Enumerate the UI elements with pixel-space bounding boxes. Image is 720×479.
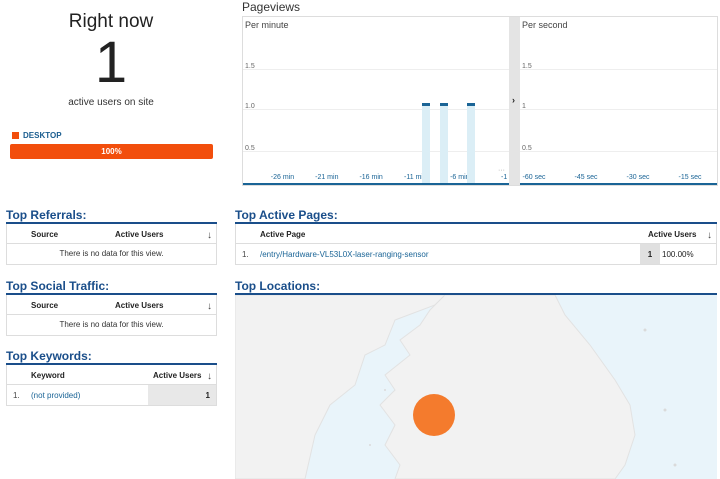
top-referrals-title: Top Referrals: [6,208,87,222]
row-users: 1 [148,385,216,405]
table-header: Active Page Active Users ↓ [236,224,716,244]
pageview-bar[interactable] [422,103,431,183]
gridline [520,109,717,110]
col-source[interactable]: Source [31,230,59,239]
gridline [243,69,509,70]
legend-swatch-icon [12,132,19,139]
row-percent: 100.00% [662,250,694,259]
y-tick-label: 0.5 [522,145,532,152]
x-tick-label: -15 sec [678,174,702,181]
locations-map[interactable] [235,295,717,479]
top-locations-title: Top Locations: [235,279,321,293]
col-active-page[interactable]: Active Page [260,230,306,239]
pageview-bar[interactable] [440,103,449,183]
section-rule [235,293,717,295]
gridline [243,151,509,152]
x-tick-label: -26 min [270,174,295,181]
per-second-label: Per second [522,20,568,30]
pageview-bar[interactable] [466,103,475,183]
expand-per-second-button[interactable]: › [509,17,520,185]
per-minute-label: Per minute [245,20,289,30]
device-share-bar[interactable]: 100% [10,144,213,159]
pageview-bar-cap [440,103,449,106]
section-rule [6,293,217,295]
row-index: 1. [13,391,20,400]
island-dot [384,389,386,391]
x-tick-label: -21 min [315,174,339,181]
active-pages-table: Active Page Active Users ↓ 1. /entry/Har… [235,224,717,265]
island-dot [673,463,677,467]
device-legend: DESKTOP [12,131,62,140]
land-shape-korea [379,295,636,479]
col-active-users[interactable]: Active Users [115,230,164,239]
col-active-users[interactable]: Active Users [648,230,697,239]
table-header: Source Active Users ↓ [7,295,216,315]
y-tick-label: 1.5 [522,63,532,70]
gridline [520,69,717,70]
sort-down-icon[interactable]: ↓ [207,371,212,382]
col-keyword[interactable]: Keyword [31,371,65,380]
empty-message: There is no data for this view. [59,249,164,258]
x-tick-label: -1 [501,174,508,181]
table-row[interactable]: 1. /entry/Hardware-VL53L0X-laser-ranging… [236,244,716,264]
section-rule [6,222,217,224]
col-active-users[interactable]: Active Users [115,301,164,310]
table-header: Keyword Active Users ↓ [7,365,216,385]
col-active-users[interactable]: Active Users [153,371,202,380]
right-now-title: Right now [68,11,154,32]
row-index: 1. [242,250,249,259]
pageviews-title: Pageviews [242,0,301,14]
empty-message: There is no data for this view. [59,320,164,329]
keywords-table: Keyword Active Users ↓ 1. (not provided)… [6,365,217,406]
x-tick-label: -30 sec [626,174,650,181]
y-tick-label: 1 [522,103,526,110]
top-social-title: Top Social Traffic: [6,279,110,293]
active-users-count: 1 [94,30,128,95]
pageviews-chart: Per minute 1.5 1.0 0.5 ··· -26 min -21 mi… [242,16,718,186]
table-row[interactable]: 1. (not provided) 1 [7,385,216,405]
y-tick-label: 1.0 [245,103,255,110]
sort-down-icon[interactable]: ↓ [207,301,212,312]
more-dots-icon: ··· [498,167,505,174]
top-keywords-title: Top Keywords: [6,349,92,363]
x-tick-label: -45 sec [574,174,598,181]
y-tick-label: 1.5 [245,63,255,70]
keyword-link[interactable]: (not provided) [31,391,81,400]
gridline [243,109,509,110]
gridline [520,151,717,152]
active-users-caption: active users on site [68,97,154,108]
section-rule [6,363,217,365]
referrals-table: Source Active Users ↓ There is no data f… [6,224,217,265]
table-header: Source Active Users ↓ [7,224,216,244]
island-dot [663,408,667,412]
chevron-right-icon: › [512,95,515,105]
right-now-panel: Right now 1 active users on site DESKTOP… [0,0,222,200]
x-axis-baseline [520,183,717,185]
map-svg [235,295,677,479]
island-dot [369,444,371,446]
pageview-bar-cap [422,103,431,106]
island-dot [643,328,647,332]
per-minute-chart: Per minute 1.5 1.0 0.5 ··· -26 min -21 mi… [243,17,509,185]
top-active-pages-title: Top Active Pages: [235,208,338,222]
x-tick-label: -16 min [359,174,383,181]
y-tick-label: 0.5 [245,145,255,152]
pageview-bar-cap [466,103,475,106]
section-rule [235,222,717,224]
sort-down-icon[interactable]: ↓ [707,230,712,241]
x-tick-label: -6 min [450,174,470,181]
per-second-chart: Per second 1.5 1 0.5 -60 sec -45 sec -30 s… [520,17,717,185]
location-marker[interactable] [413,394,455,436]
sort-down-icon[interactable]: ↓ [207,230,212,241]
x-tick-label: -60 sec [522,174,546,181]
x-tick-label: -11 min [404,174,427,181]
col-source[interactable]: Source [31,301,59,310]
x-axis-baseline [243,183,509,185]
social-table: Source Active Users ↓ There is no data f… [6,295,217,336]
page-link[interactable]: /entry/Hardware-VL53L0X-laser-ranging-se… [260,250,429,259]
row-users: 1 [640,244,660,264]
device-share-label: 100% [101,147,122,156]
device-label: DESKTOP [23,131,62,140]
